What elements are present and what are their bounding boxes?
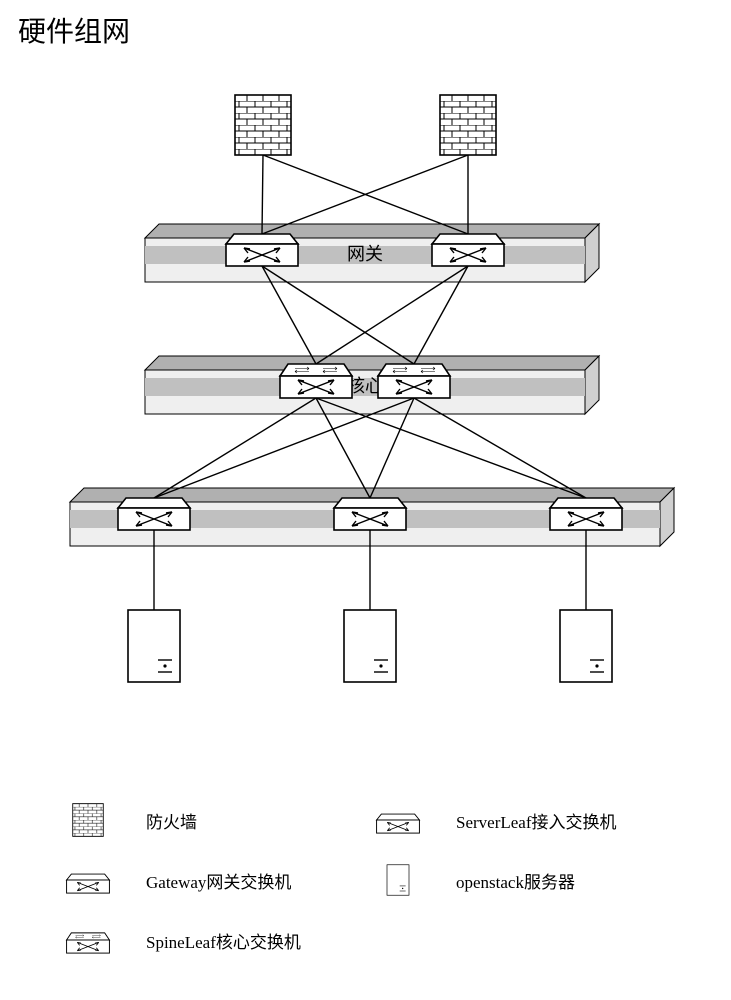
spine-node [378,364,450,398]
legend-label: openstack服务器 [456,868,575,893]
svg-text:网关: 网关 [347,244,383,264]
leaf-node [334,498,406,530]
server-node [344,610,396,682]
topology-diagram: 网关核心接入 [0,0,731,760]
legend-label: Gateway网关交换机 [146,868,291,893]
firewall-node [440,95,496,155]
leaf-node [118,498,190,530]
legend-label: 防火墙 [146,808,197,833]
gateway-node [432,234,504,266]
legend-label: SpineLeaf核心交换机 [146,928,301,953]
server-node [128,610,180,682]
server-node [560,610,612,682]
legend-item-firewall: 防火墙 [60,800,370,840]
legend: 防火墙 ServerLeaf接入交换机 Gateway网关交换机 opensta… [60,800,680,980]
firewall-node [235,95,291,155]
legend-item-gateway: Gateway网关交换机 [60,860,370,900]
legend-item-spine: SpineLeaf核心交换机 [60,920,370,960]
legend-item-leaf: ServerLeaf接入交换机 [370,800,680,840]
legend-item-server: openstack服务器 [370,860,680,900]
leaf-node [550,498,622,530]
gateway-node [226,234,298,266]
legend-label: ServerLeaf接入交换机 [456,808,617,833]
spine-node [280,364,352,398]
